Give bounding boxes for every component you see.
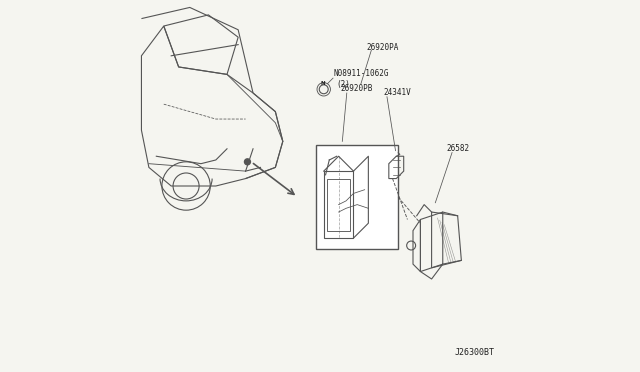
Circle shape [244,159,250,165]
Text: 24341V: 24341V [383,88,411,97]
Text: 26920PB: 26920PB [340,84,373,93]
Text: N08911-1062G: N08911-1062G [333,69,388,78]
Bar [316,145,398,249]
Text: (2): (2) [337,80,351,89]
Text: N: N [321,81,325,86]
Text: 26582: 26582 [447,144,470,153]
Text: 26920PA: 26920PA [367,43,399,52]
Text: J26300BT: J26300BT [455,348,495,357]
